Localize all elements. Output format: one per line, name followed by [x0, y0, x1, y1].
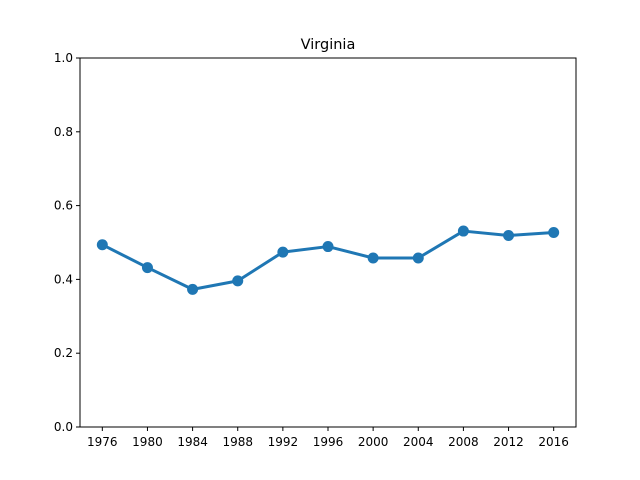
data-point — [277, 246, 289, 258]
data-point — [412, 252, 424, 264]
data-point — [232, 275, 244, 287]
data-point — [141, 262, 153, 274]
data-point — [503, 229, 515, 241]
x-tick-label: 1988 — [222, 435, 253, 449]
x-tick-label: 2004 — [403, 435, 434, 449]
x-tick-label: 1984 — [177, 435, 208, 449]
y-tick-label: 0.2 — [54, 346, 73, 360]
data-point — [322, 241, 334, 253]
x-tick-label: 2012 — [493, 435, 524, 449]
series-layer — [96, 225, 560, 295]
data-point — [96, 239, 108, 251]
y-tick-label: 0.0 — [54, 420, 73, 434]
chart-title: Virginia — [301, 37, 356, 53]
y-tick-label: 0.8 — [54, 125, 73, 139]
x-tick-label: 1992 — [268, 435, 299, 449]
data-point — [187, 283, 199, 295]
x-tick-label: 2016 — [538, 435, 569, 449]
plot-frame — [79, 57, 577, 428]
x-tick-label: 2008 — [448, 435, 479, 449]
data-point — [548, 227, 560, 239]
x-tick-label: 1976 — [87, 435, 118, 449]
x-tick-label: 1996 — [313, 435, 344, 449]
data-point — [457, 225, 469, 237]
x-tick-label: 2000 — [358, 435, 389, 449]
y-tick-label: 1.0 — [54, 51, 73, 65]
x-axis: 1976 1980 1984 1988 1992 1996 2000 2004 2008 2012… — [87, 427, 569, 449]
y-axis: 0.0 0.2 0.4 0.6 0.8 1.0 — [54, 51, 80, 434]
data-point — [367, 252, 379, 264]
x-tick-label: 1980 — [132, 435, 163, 449]
y-tick-label: 0.6 — [54, 199, 73, 213]
y-tick-label: 0.4 — [54, 272, 73, 286]
